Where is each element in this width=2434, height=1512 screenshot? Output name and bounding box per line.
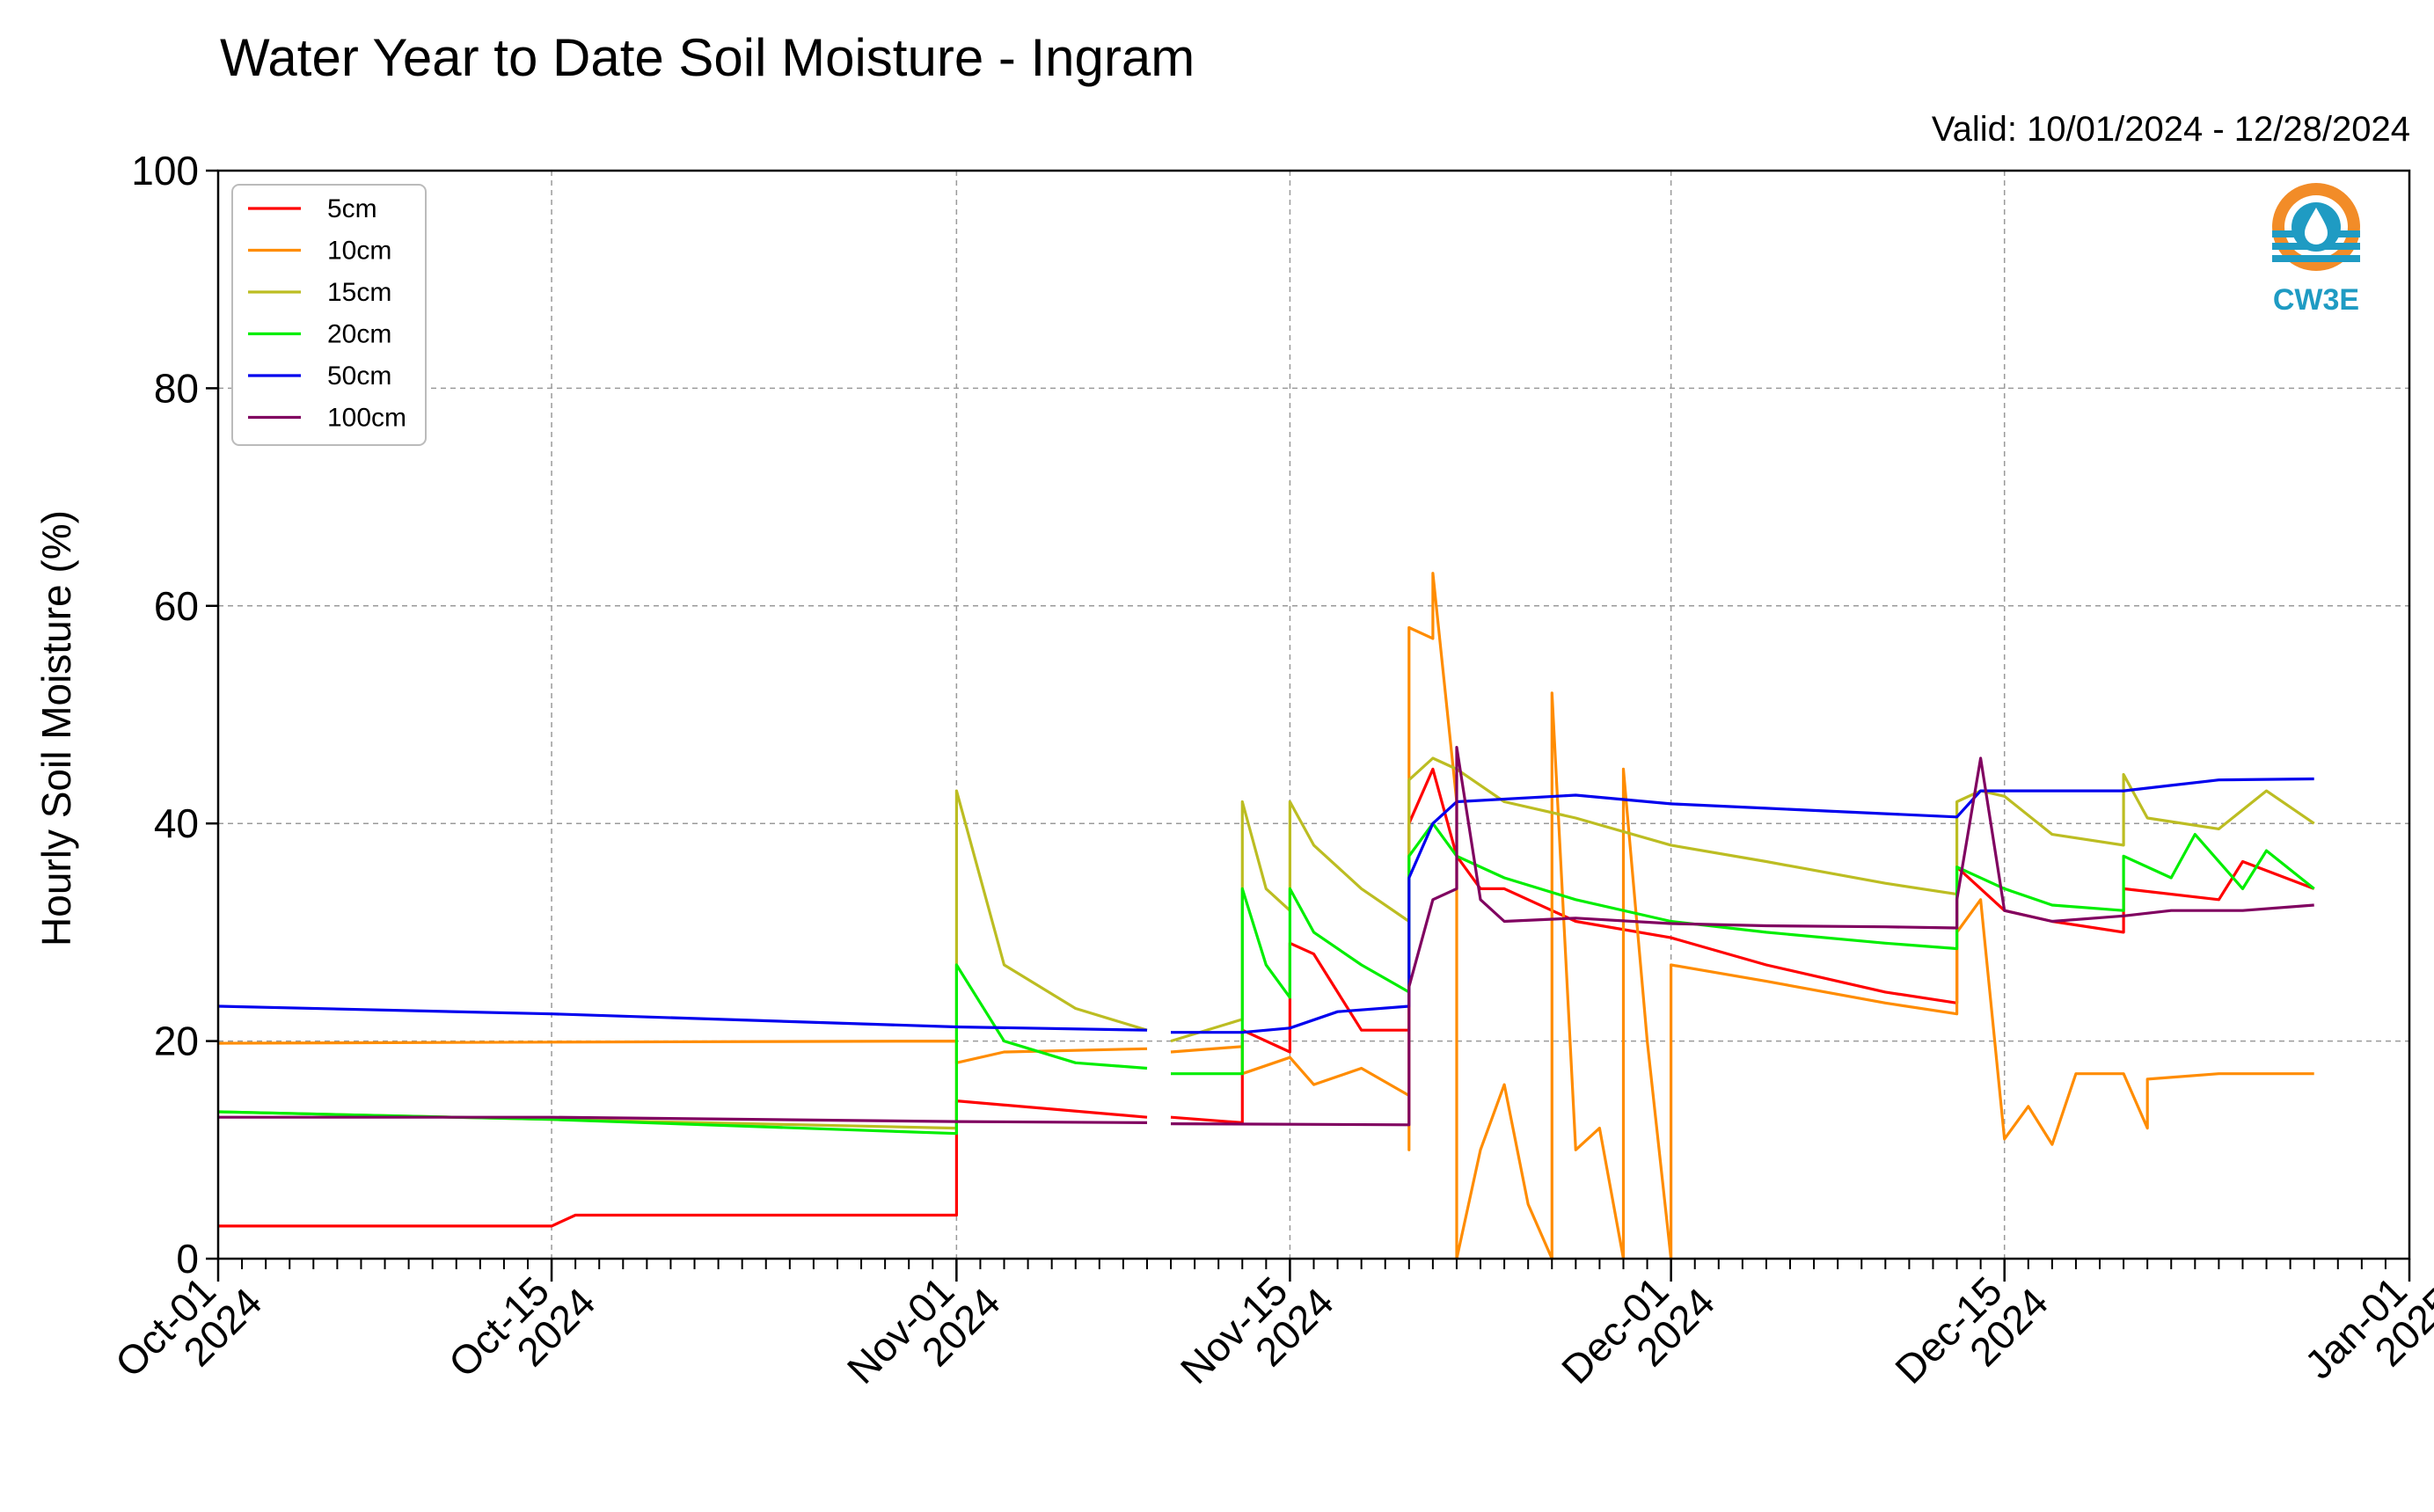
legend: 5cm 10cm 15cm 20cm 50cm 100cm [231, 184, 427, 446]
series-lines [217, 572, 2315, 1260]
y-tick-label: 20 [154, 1019, 199, 1064]
chart-title: Water Year to Date Soil Moisture - Ingra… [220, 28, 1195, 87]
plot-frame [216, 169, 2411, 1260]
cw3e-logo: CW3E [2272, 183, 2360, 317]
y-tick-label: 0 [176, 1236, 199, 1282]
series-line-50cm [217, 777, 2314, 1034]
series-line-10cm [217, 572, 2314, 1260]
legend-label: 20cm [327, 320, 391, 349]
legend-label: 50cm [327, 362, 391, 391]
y-tick-label: 80 [154, 365, 199, 411]
y-axis-ticks: 0 20 40 60 80 100 [131, 148, 218, 1282]
logo-wave-2 [2272, 243, 2360, 250]
series-line-15cm [217, 756, 2315, 1130]
logo-text: CW3E [2273, 283, 2359, 317]
series-line-20cm [217, 822, 2315, 1136]
legend-label: 15cm [327, 278, 391, 307]
gridlines [218, 171, 2409, 1259]
y-tick-label: 40 [154, 800, 199, 846]
series-line-100cm [218, 746, 2314, 1127]
legend-label: 100cm [327, 404, 406, 433]
logo-wave-3 [2272, 255, 2360, 262]
series-line-5cm [218, 767, 2315, 1228]
y-tick-label: 100 [131, 148, 199, 194]
y-tick-label: 60 [154, 583, 199, 629]
legend-label: 10cm [327, 237, 391, 266]
valid-date-range: Valid: 10/01/2024 - 12/28/2024 [1932, 110, 2410, 149]
y-axis-label: Hourly Soil Moisture (%) [33, 510, 79, 946]
legend-label: 5cm [327, 194, 377, 223]
water-drop-icon [2305, 208, 2328, 245]
